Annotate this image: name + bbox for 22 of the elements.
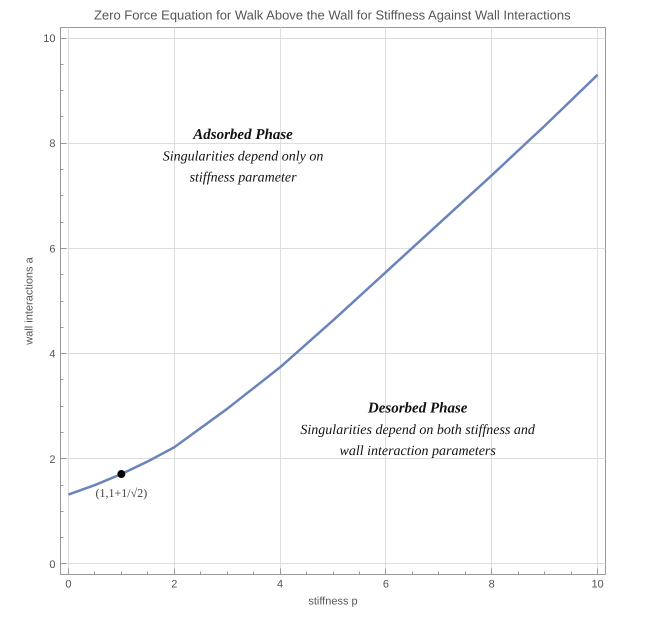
y-tick-label: 0 [49, 558, 56, 571]
annotation: Desorbed Phase [366, 400, 468, 417]
annotation: stiffness parameter [190, 170, 298, 186]
y-axis-title: wall interactions a [23, 256, 36, 346]
annotation: Singularities depend on both stiffness and [300, 422, 536, 438]
x-tick-label: 2 [171, 578, 178, 590]
y-tick-label: 4 [49, 348, 56, 361]
x-tick-label: 10 [591, 578, 604, 590]
x-tick-label: 8 [488, 578, 495, 590]
annotation: Adsorbed Phase [192, 127, 294, 144]
y-tick-label: 2 [49, 454, 56, 466]
x-axis-title: stiffness p [308, 596, 358, 608]
chart-title: Zero Force Equation for Walk Above the Wall for Stiffness Against Wall Interactions [94, 8, 572, 22]
annotation: (1,1+1/√2) [96, 486, 148, 500]
y-tick-label: 6 [49, 243, 56, 256]
annotation: wall interaction parameters [340, 444, 496, 459]
y-tick-label: 8 [49, 138, 56, 150]
x-tick-label: 4 [277, 578, 284, 590]
x-tick-label: 0 [65, 578, 72, 590]
x-tick-label: 6 [382, 578, 389, 590]
annotation: Singularities depend only on [162, 149, 324, 164]
y-tick-label: 10 [43, 33, 56, 46]
